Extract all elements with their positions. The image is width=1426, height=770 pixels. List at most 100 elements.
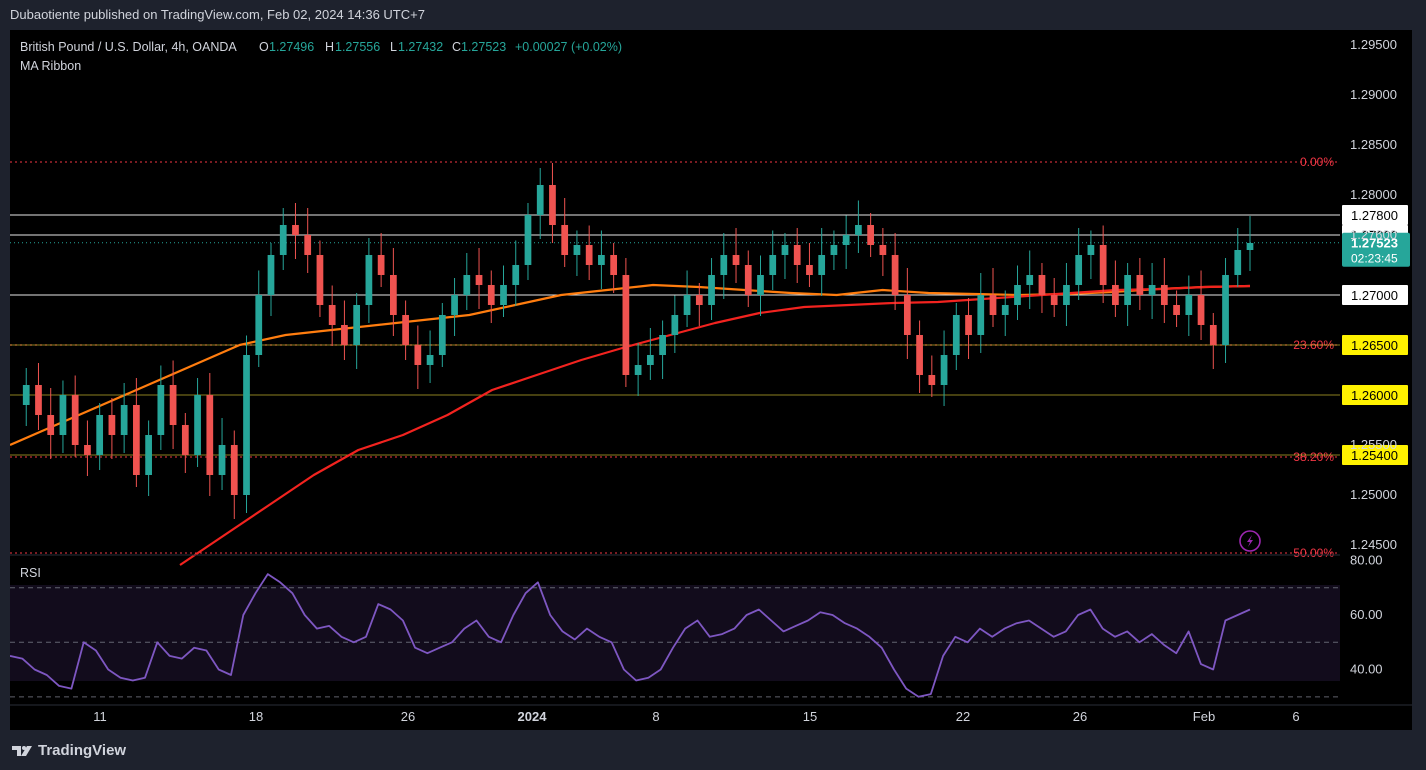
candle-body — [659, 335, 666, 355]
tradingview-brand-text: TradingView — [38, 742, 127, 759]
candle-body — [524, 215, 532, 265]
candle-body — [451, 295, 458, 315]
candle-body — [830, 245, 838, 255]
candle-body — [634, 365, 642, 375]
candle-body — [1246, 243, 1254, 250]
price-tick-label: 1.29500 — [1350, 37, 1397, 52]
candle-body — [842, 235, 850, 245]
symbol-title[interactable]: British Pound / U.S. Dollar, 4h, OANDA — [20, 40, 237, 54]
candle-body — [108, 415, 116, 435]
candle-body — [536, 185, 544, 215]
candle-body — [610, 255, 618, 275]
published-header: Dubaotiente published on TradingView.com… — [10, 7, 425, 22]
candle-body — [1026, 275, 1034, 285]
rsi-band-fill — [10, 585, 1340, 681]
price-tick-label: 1.27600 — [1350, 227, 1397, 242]
tradingview-logo[interactable]: TradingView — [12, 742, 126, 759]
candle-body — [169, 385, 177, 425]
time-tick-label: 22 — [956, 709, 970, 724]
candle-body — [818, 255, 826, 275]
candle-body — [426, 355, 434, 365]
candle-body — [475, 275, 483, 285]
ohlc-change: +0.00027 (+0.02%) — [515, 40, 622, 54]
candle-body — [145, 435, 152, 475]
candle-body — [1087, 245, 1095, 255]
candle-body — [35, 385, 42, 415]
candle-body — [732, 255, 740, 265]
rsi-tick-label: 40.00 — [1350, 662, 1383, 677]
chart-canvas[interactable]: 0.00%23.60%38.20%50.00%1.278001.276001.2… — [9, 30, 1412, 730]
rsi-tick-label: 60.00 — [1350, 607, 1383, 622]
price-tick-label: 1.29000 — [1350, 87, 1397, 102]
rsi-tick-label: 80.00 — [1350, 552, 1383, 567]
chart-frame[interactable]: 0.00%23.60%38.20%50.00%1.278001.276001.2… — [9, 30, 1412, 730]
candle-body — [120, 405, 128, 435]
candle-body — [267, 255, 275, 295]
candle-body — [96, 415, 104, 455]
time-tick-label: 8 — [652, 709, 659, 724]
ohlc-open-value: 1.27496 — [269, 40, 314, 54]
candle-body — [487, 285, 495, 305]
candle-body — [1124, 275, 1131, 305]
candle-body — [133, 405, 140, 475]
price-tick-label: 1.24500 — [1350, 537, 1397, 552]
footer-bar: TradingView — [0, 736, 1426, 770]
candle-body — [414, 345, 422, 365]
ohlc-low-label: L — [390, 40, 397, 54]
candle-body — [1197, 295, 1205, 325]
candle-body — [328, 305, 336, 325]
level-label-text: 1.26000 — [1351, 388, 1398, 403]
last-price-badge — [1342, 232, 1410, 267]
candle-body — [512, 265, 520, 285]
time-tick-label: Feb — [1193, 709, 1215, 724]
candle-body — [806, 265, 813, 275]
level-label-box — [1342, 285, 1408, 305]
candle-body — [903, 295, 911, 335]
candle-body — [1209, 325, 1217, 345]
candle-body — [243, 355, 250, 495]
candle-body — [71, 395, 79, 445]
level-label-text: 1.25400 — [1351, 448, 1398, 463]
candle-body — [22, 385, 30, 405]
candle-body — [646, 355, 654, 365]
candle-body — [1075, 255, 1083, 285]
ohlc-high-value: 1.27556 — [335, 40, 380, 54]
time-tick-label: 26 — [1073, 709, 1087, 724]
last-price-countdown: 02:23:45 — [1351, 252, 1398, 266]
candle-body — [683, 295, 691, 315]
candle-body — [230, 445, 238, 495]
candle-body — [916, 335, 923, 375]
candle-body — [989, 295, 997, 315]
candle-body — [279, 225, 287, 255]
level-label-box — [1342, 385, 1408, 405]
last-price-value: 1.27523 — [1351, 236, 1398, 251]
candles — [22, 163, 1254, 519]
indicator-ma-ribbon-label[interactable]: MA Ribbon — [20, 59, 81, 73]
candle-body — [867, 225, 874, 245]
candle-body — [218, 445, 226, 475]
level-label-box — [1342, 445, 1408, 465]
candle-body — [561, 225, 569, 255]
candle-body — [1148, 285, 1156, 295]
candle-body — [793, 245, 801, 265]
rsi-pane: 80.00 60.00 40.00 — [9, 552, 1383, 698]
rsi-label[interactable]: RSI — [20, 566, 41, 580]
candle-body — [671, 315, 679, 335]
candle-body — [292, 225, 299, 235]
tradingview-logo-icon — [12, 745, 32, 756]
candle-body — [757, 275, 764, 295]
time-axis: 11 18 26 2024 8 15 22 26 Feb 6 — [93, 709, 1299, 724]
candle-body — [1112, 285, 1119, 305]
time-tick-label: 6 — [1292, 709, 1299, 724]
horizontal-levels: 0.00%23.60%38.20%50.00%1.278001.276001.2… — [10, 155, 1410, 560]
fib-level-label: 0.00% — [1300, 155, 1334, 169]
lightning-icon[interactable] — [1239, 530, 1261, 552]
candle-body — [781, 245, 789, 255]
candle-body — [1173, 305, 1180, 315]
candle-body — [940, 355, 948, 385]
fib-level-label: 50.00% — [1293, 546, 1334, 560]
level-label-text: 1.27800 — [1351, 208, 1398, 223]
candle-body — [341, 325, 348, 345]
candle-body — [194, 395, 201, 455]
level-label-text: 1.26500 — [1351, 338, 1398, 353]
